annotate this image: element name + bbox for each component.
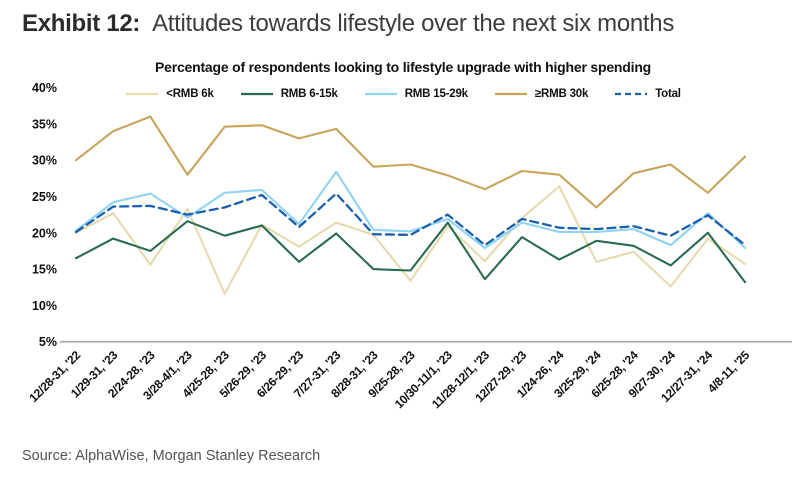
exhibit-header: Exhibit 12: Attitudes towards lifestyle o… [22,10,792,38]
legend-item-rmb-15-29k: RMB 15-29k [364,88,468,100]
legend-item-rmb-6k: <RMB 6k [125,88,214,100]
legend-swatch-line-icon [494,92,527,96]
y-tick-label: 20% [32,226,57,240]
chart-canvas: 5%10%15%20%25%30%35%40%12/28-31, '221/29… [26,81,792,411]
y-tick-label: 10% [32,299,57,313]
legend-swatch-line-icon [240,92,273,96]
legend-swatch-line-icon [615,92,648,96]
chart-legend: <RMB 6k RMB 6-15k RMB 15-29k ≥RMB 30k Total [0,88,806,100]
y-tick-label: 40% [32,81,57,95]
exhibit-label: Exhibit 12: [22,10,141,37]
legend-item-total: Total [614,88,681,100]
y-tick-label: 35% [32,117,57,131]
series-line-total [74,192,747,247]
y-tick-label: 25% [32,190,57,204]
y-tick-label: 15% [32,263,57,277]
legend-swatch-line-icon [126,92,159,96]
series-line-rmb-15-29k [74,170,747,250]
legend-item-rmb-6-15k: RMB 6-15k [240,88,338,100]
series-line-rmb-6-15k [74,220,747,284]
y-tick-label: 5% [39,335,57,349]
legend-label: Total [655,88,681,100]
legend-item-rmb-30k: ≥RMB 30k [494,88,588,100]
exhibit-title: Attitudes towards lifestyle over the nex… [152,10,675,37]
series-line-rmb-6k [74,185,747,295]
source-note: Source: AlphaWise, Morgan Stanley Resear… [22,448,321,464]
y-tick-label: 30% [32,154,57,168]
legend-label: ≥RMB 30k [534,88,589,100]
legend-label: <RMB 6k [166,88,214,100]
legend-label: RMB 6-15k [280,88,338,100]
legend-label: RMB 15-29k [404,88,468,100]
legend-swatch-line-icon [364,92,397,96]
series-line-rmb-30k [74,115,747,209]
chart-title: Percentage of respondents looking to lif… [154,59,652,75]
x-tick-label: 4/8-11, '25 [705,348,753,396]
